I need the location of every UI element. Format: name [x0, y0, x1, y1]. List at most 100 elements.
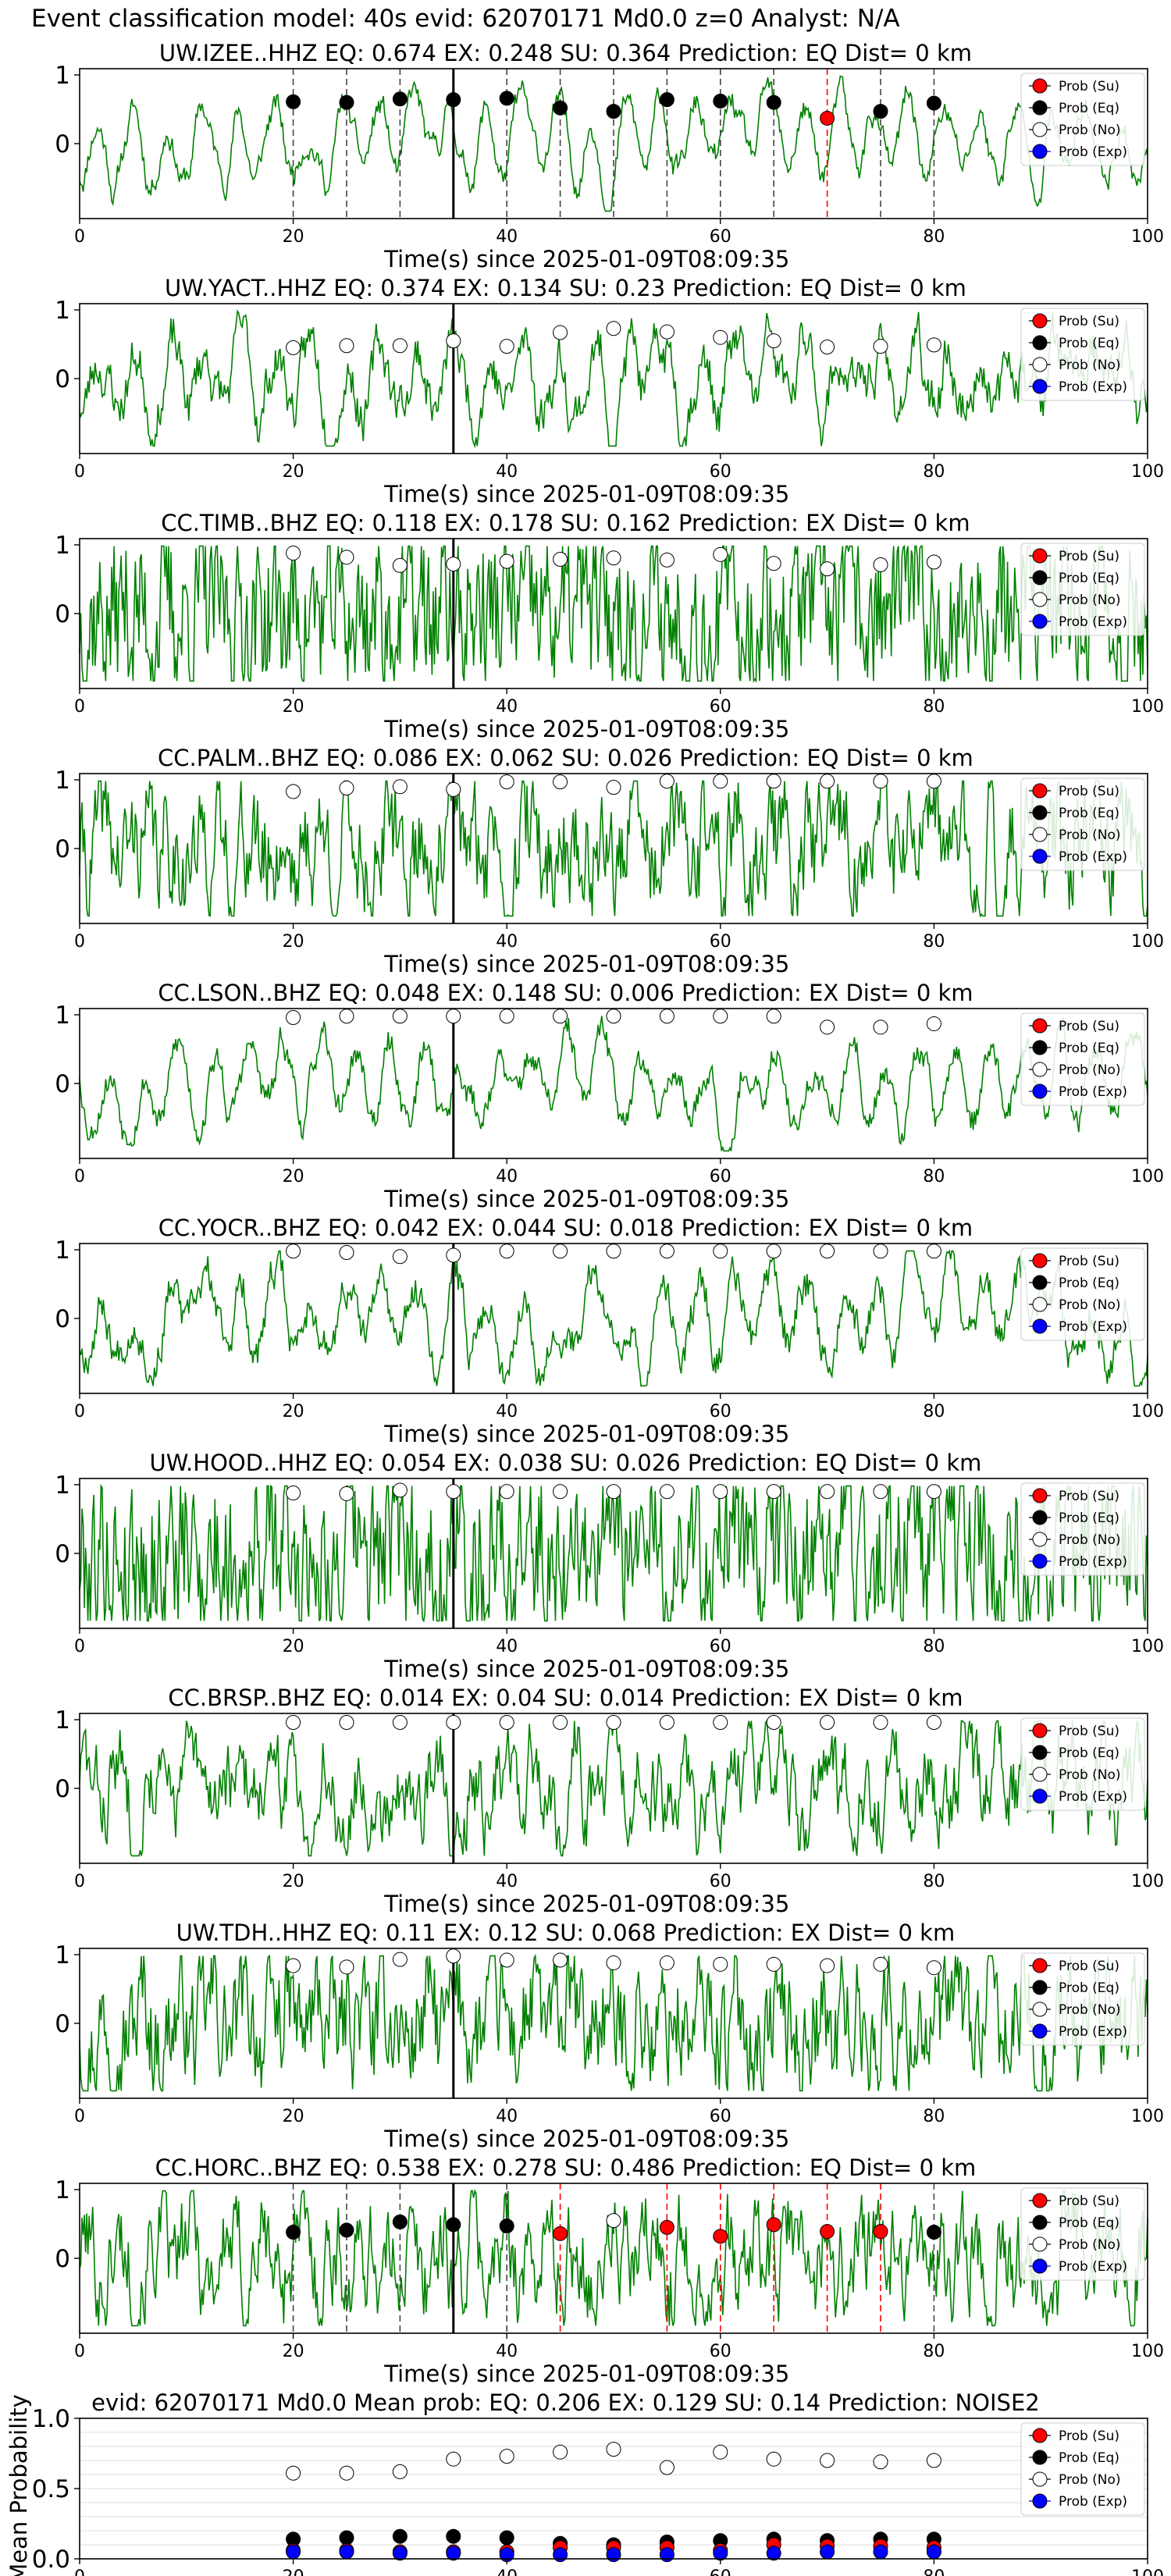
legend-marker-exp — [1032, 849, 1048, 864]
prob-point-no — [820, 340, 835, 355]
prob-point-no — [606, 1244, 621, 1259]
x-tick-label: 40 — [496, 697, 518, 717]
prob-point-su — [713, 2229, 728, 2244]
x-tick-label: 0 — [74, 932, 85, 952]
panel-title: CC.YOCR..BHZ EQ: 0.042 EX: 0.044 SU: 0.0… — [158, 1215, 973, 1241]
prob-point-eq — [553, 100, 568, 116]
mean-point-no — [606, 2442, 621, 2457]
legend-label-no: Prob (No) — [1059, 1767, 1121, 1783]
prob-point-no — [659, 1715, 674, 1731]
legend-marker-su — [1032, 313, 1048, 329]
legend-label-no: Prob (No) — [1059, 592, 1121, 608]
legend-label-su: Prob (Su) — [1059, 79, 1119, 94]
waveform-trace — [79, 309, 1148, 449]
legend-label-no: Prob (No) — [1059, 2472, 1121, 2488]
legend-box — [1020, 777, 1145, 871]
prob-point-no — [659, 552, 674, 568]
prob-point-eq — [446, 2217, 461, 2233]
legend-box — [1020, 1952, 1145, 2046]
legend-marker-eq — [1032, 335, 1048, 350]
legend-marker-no — [1032, 1062, 1048, 1077]
x-tick-label: 100 — [1131, 2567, 1164, 2576]
legend-marker-eq — [1032, 1275, 1048, 1290]
y-tick-label: 1.0 — [32, 2405, 70, 2433]
prob-point-no — [713, 1484, 728, 1500]
prob-point-no — [499, 774, 514, 790]
x-tick-label: 80 — [923, 1402, 945, 1421]
station-panel-CC.PALM..BHZ: CC.PALM..BHZ EQ: 0.086 EX: 0.062 SU: 0.0… — [55, 745, 1164, 977]
x-axis-label: Time(s) since 2025-01-09T08:09:35 — [383, 951, 789, 977]
legend-marker-no — [1032, 2001, 1048, 2017]
legend-label-su: Prob (Su) — [1059, 314, 1119, 329]
legend-label-eq: Prob (Eq) — [1059, 1980, 1119, 1996]
prob-point-no — [659, 324, 674, 340]
prob-point-eq — [499, 91, 514, 106]
prob-point-no — [553, 325, 568, 340]
legend-marker-su — [1032, 1488, 1048, 1503]
prob-point-no — [926, 337, 941, 353]
legend-marker-eq — [1032, 1980, 1048, 1995]
x-axis-label: Time(s) since 2025-01-09T08:09:35 — [383, 1421, 789, 1447]
mean-point-no — [820, 2453, 835, 2468]
x-tick-label: 100 — [1131, 1637, 1164, 1656]
prob-point-no — [713, 1244, 728, 1259]
legend-marker-exp — [1032, 1083, 1048, 1099]
plot-frame — [79, 1008, 1148, 1159]
legend-box — [1020, 1717, 1145, 1811]
x-tick-label: 80 — [923, 1872, 945, 1891]
legend-label-su: Prob (Su) — [1059, 2194, 1119, 2209]
y-tick-label: 1 — [55, 767, 70, 795]
x-tick-label: 40 — [496, 2107, 518, 2126]
prob-point-no — [392, 1009, 408, 1024]
legend-label-exp: Prob (Exp) — [1059, 1319, 1127, 1335]
station-panel-UW.IZEE..HHZ: UW.IZEE..HHZ EQ: 0.674 EX: 0.248 SU: 0.3… — [55, 40, 1164, 272]
prob-point-eq — [446, 92, 461, 108]
prob-point-no — [392, 779, 408, 795]
legend-marker-exp — [1032, 1788, 1048, 1804]
legend-marker-su — [1032, 1018, 1048, 1034]
mean-point-eq — [392, 2528, 408, 2544]
legend-box — [1020, 2422, 1145, 2516]
prob-point-no — [873, 1484, 888, 1500]
prob-point-no — [499, 1009, 514, 1024]
x-tick-label: 0 — [74, 462, 85, 482]
y-tick-label: 0 — [55, 600, 70, 628]
x-tick-label: 40 — [496, 1872, 518, 1891]
y-tick-label: 1 — [55, 1236, 70, 1265]
prob-point-eq — [873, 104, 888, 119]
x-tick-label: 20 — [283, 697, 304, 717]
prob-point-no — [392, 1952, 408, 1967]
prob-point-eq — [926, 2225, 941, 2240]
panel-title: CC.LSON..BHZ EQ: 0.048 EX: 0.148 SU: 0.0… — [158, 980, 973, 1006]
legend-marker-eq — [1032, 1040, 1048, 1055]
waveform-trace — [79, 544, 1148, 684]
prob-point-no — [499, 553, 514, 569]
station-panel-CC.BRSP..BHZ: CC.BRSP..BHZ EQ: 0.014 EX: 0.04 SU: 0.01… — [55, 1685, 1164, 1917]
x-tick-label: 40 — [496, 2567, 518, 2576]
legend-label-su: Prob (Su) — [1059, 1724, 1119, 1739]
legend-label-no: Prob (No) — [1059, 1532, 1121, 1548]
prob-point-no — [286, 1485, 301, 1501]
panel-title: UW.YACT..HHZ EQ: 0.374 EX: 0.134 SU: 0.2… — [165, 275, 966, 301]
legend-marker-exp — [1032, 379, 1048, 394]
legend-label-exp: Prob (Exp) — [1059, 849, 1127, 865]
prob-point-no — [499, 339, 514, 354]
y-tick-label: 1 — [55, 297, 70, 325]
x-tick-label: 20 — [283, 1402, 304, 1421]
prob-point-no — [766, 333, 781, 349]
mean-point-exp — [286, 2544, 301, 2560]
prob-point-no — [659, 1955, 674, 1971]
prob-point-no — [553, 1244, 568, 1259]
legend-label-exp: Prob (Exp) — [1059, 1084, 1127, 1100]
legend-marker-eq — [1032, 1510, 1048, 1525]
x-tick-label: 20 — [283, 2342, 304, 2361]
panel-title: CC.BRSP..BHZ EQ: 0.014 EX: 0.04 SU: 0.01… — [168, 1685, 963, 1711]
legend-marker-no — [1032, 2471, 1048, 2487]
mean-point-exp — [873, 2544, 888, 2560]
prob-point-no — [766, 1244, 781, 1259]
prob-point-no — [820, 774, 835, 789]
plot-frame — [79, 1243, 1148, 1394]
mean-point-exp — [766, 2546, 781, 2561]
x-tick-label: 60 — [710, 2107, 731, 2126]
prob-point-no — [606, 550, 621, 566]
